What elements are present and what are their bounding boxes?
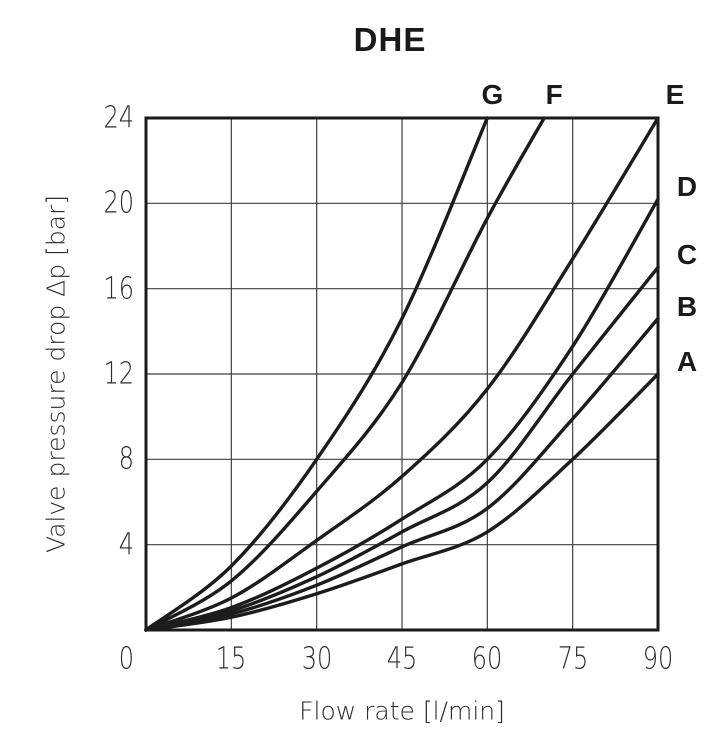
curve-label-d: D (676, 171, 698, 203)
curve-label-b: B (676, 290, 698, 322)
x-tick-30: 30 (301, 641, 332, 677)
y-tick-4: 4 (118, 527, 134, 563)
x-axis-label: Flow rate [l/min] (299, 696, 505, 726)
curve-g (144, 116, 489, 632)
x-tick-15: 15 (216, 641, 247, 677)
y-tick-8: 8 (118, 441, 134, 477)
chart-title: DHE (353, 21, 427, 58)
y-tick-20: 20 (103, 185, 134, 221)
curve-b (144, 316, 660, 632)
curve-label-c: C (676, 239, 698, 271)
curve-d (144, 197, 660, 632)
curve-label-g: G (481, 79, 504, 110)
y-tick-16: 16 (103, 271, 134, 307)
y-tick-24: 24 (103, 100, 134, 136)
y-tick-12: 12 (103, 356, 134, 392)
x-tick-60: 60 (472, 641, 503, 677)
curve-f (144, 116, 546, 632)
x-tick-90: 90 (642, 641, 674, 677)
curve-c (144, 265, 660, 632)
curve-a (144, 372, 660, 632)
x-tick-75: 75 (557, 641, 588, 677)
x-tick-origin: 0 (118, 641, 134, 677)
curve-label-f: F (545, 79, 563, 110)
curve-e (144, 116, 660, 632)
curve-label-a: A (676, 346, 698, 377)
x-tick-45: 45 (386, 641, 418, 677)
curve-label-e: E (665, 79, 685, 110)
